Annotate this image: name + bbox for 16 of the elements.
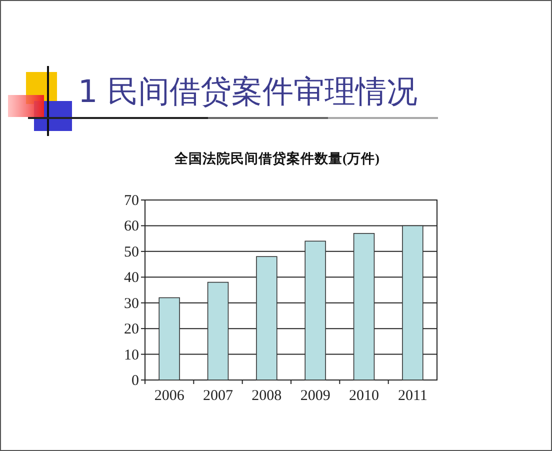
- xtick-label: 2010: [349, 388, 379, 404]
- ytick-label: 40: [124, 270, 139, 286]
- ytick-label: 20: [124, 322, 139, 338]
- ytick-label: 0: [132, 373, 139, 389]
- title: 1 民间借贷案件审理情况: [78, 74, 418, 110]
- ytick-label: 30: [124, 296, 139, 312]
- ytick-label: 70: [124, 193, 139, 209]
- ytick-label: 50: [124, 244, 139, 260]
- subtitle: 全国法院民间借贷案件数量(万件): [174, 151, 380, 166]
- xtick-label: 2007: [203, 388, 233, 404]
- xtick-label: 2008: [252, 388, 282, 404]
- ytick-label: 10: [124, 347, 139, 364]
- xtick-label: 2011: [398, 388, 428, 404]
- ytick-label: 60: [124, 218, 139, 235]
- xtick-label: 2009: [300, 388, 330, 404]
- xtick-label: 2006: [154, 388, 184, 404]
